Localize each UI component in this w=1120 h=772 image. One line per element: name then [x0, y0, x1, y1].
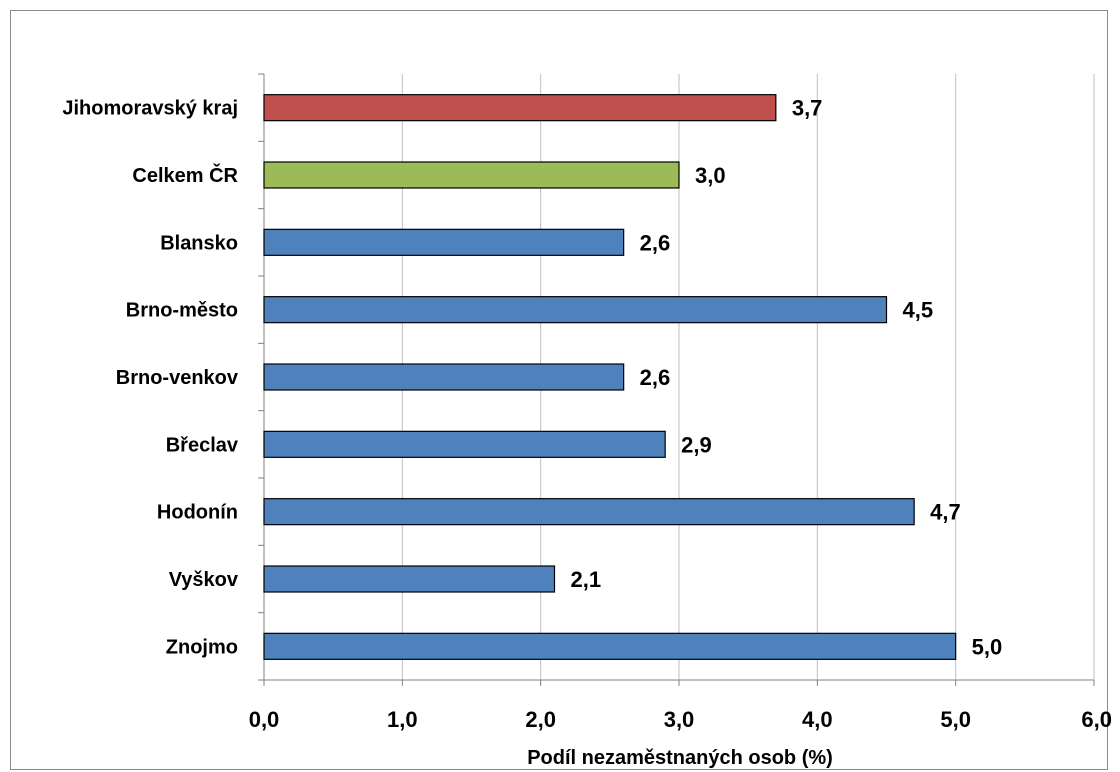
category-label: Brno-venkov — [116, 367, 239, 389]
x-tick-label: 4,0 — [802, 707, 833, 732]
x-tick-label: 6,0 — [1081, 707, 1112, 732]
bars — [263, 94, 957, 660]
data-label: 3,7 — [792, 96, 823, 121]
category-label: Jihomoravský kraj — [62, 98, 238, 120]
bar — [263, 498, 915, 526]
data-label: 2,9 — [681, 432, 712, 457]
category-labels: Jihomoravský kraj Celkem ČR Blansko Brno-mě… — [62, 98, 239, 659]
bar — [263, 430, 666, 458]
x-tick-label: 0,0 — [249, 707, 280, 732]
x-tick-label: 5,0 — [940, 707, 971, 732]
x-tick-label: 1,0 — [387, 707, 418, 732]
category-label: Brno-město — [126, 300, 238, 322]
data-label: 2,1 — [571, 567, 602, 592]
data-label: 4,7 — [930, 500, 961, 525]
data-label: 2,6 — [640, 230, 671, 255]
x-tick-label: 3,0 — [664, 707, 695, 732]
category-label: Břeclav — [166, 434, 239, 456]
data-label: 3,0 — [695, 163, 726, 188]
category-label: Znojmo — [166, 636, 238, 658]
bar — [263, 565, 556, 593]
data-label: 5,0 — [972, 634, 1003, 659]
data-label: 4,5 — [903, 298, 934, 323]
x-tick-labels: 0,0 1,0 2,0 3,0 4,0 5,0 6,0 — [249, 707, 1112, 732]
category-label: Vyškov — [169, 569, 239, 591]
x-tick-label: 2,0 — [525, 707, 556, 732]
data-label: 2,6 — [640, 365, 671, 390]
bar — [263, 296, 888, 324]
x-axis-title: Podíl nezaměstnaných osob (%) — [527, 747, 833, 769]
category-label: Blansko — [160, 232, 238, 254]
data-labels: 3,7 3,0 2,6 4,5 2,6 2,9 4,7 2,1 5,0 — [571, 96, 1003, 660]
bar — [263, 228, 625, 256]
bar — [263, 363, 625, 391]
category-label: Celkem ČR — [132, 163, 238, 187]
bar — [263, 632, 957, 660]
bar — [263, 94, 777, 122]
category-label: Hodonín — [157, 502, 238, 524]
bar — [263, 161, 680, 189]
